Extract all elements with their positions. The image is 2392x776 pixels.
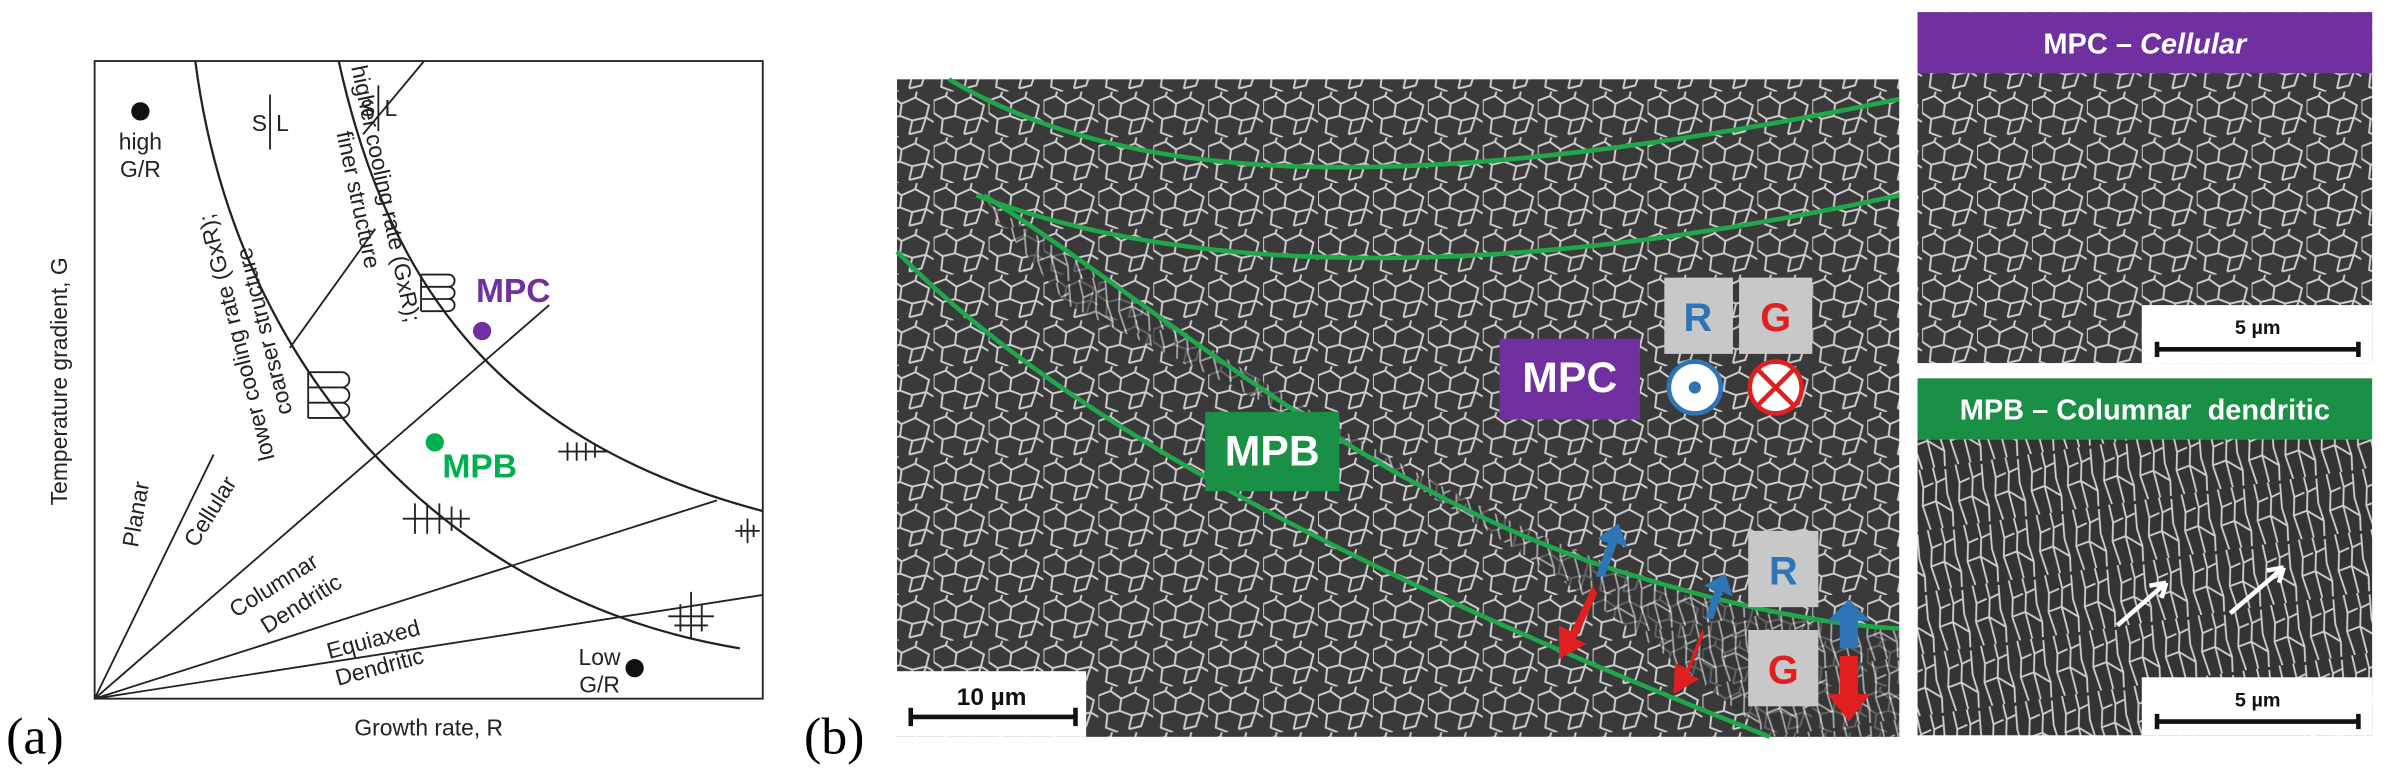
r-tag-text: R [1769, 549, 1798, 593]
panel-d: MPB – Columnar dendritic 5 µm [1917, 378, 2373, 736]
boundary [895, 250, 1771, 739]
panel-a: S L S L high G/R Low G/R lower cooling r… [6, 60, 764, 766]
melt-pool-boundaries [895, 77, 1900, 739]
low-gr-label: Low [579, 644, 621, 670]
equiaxed-glyph [735, 518, 760, 544]
g-arrow [1559, 585, 1598, 659]
region-line [93, 454, 215, 700]
g-tag [1739, 277, 1813, 354]
panel-label: (b) [804, 709, 864, 766]
mpc-tag-text: MPC [1522, 354, 1617, 402]
low-gr-label: G/R [579, 672, 620, 698]
solid-label: S [360, 95, 375, 121]
panel-label: (a) [6, 709, 64, 766]
boundary-curve [337, 60, 764, 513]
g-arrow [1827, 655, 1871, 722]
growth-arrow [2228, 565, 2286, 615]
region-label: Planar [117, 479, 154, 549]
g-tag-text: G [1760, 296, 1791, 340]
direction-arrows [1559, 523, 1871, 722]
panel-c: MPC – Cellular 5 µm [1917, 12, 2373, 364]
header-text-main: MPC – [2043, 28, 2140, 60]
dendrite-glyph [558, 442, 608, 461]
high-gr-dot [131, 102, 150, 121]
solid-label: S [252, 110, 267, 136]
scale-bar-box [897, 671, 1087, 737]
region-line [289, 228, 377, 349]
header-bar [1917, 12, 2373, 74]
g-tag [1748, 630, 1819, 707]
mpb-point [425, 433, 444, 452]
mpb-label: MPB [442, 448, 517, 485]
r-tag [1664, 277, 1733, 354]
scale-bar-text: 5 µm [2235, 317, 2281, 339]
liquid-label: L [276, 110, 289, 136]
boundary [982, 193, 1900, 631]
region-line [362, 60, 425, 135]
scale-bar-text: 10 µm [957, 684, 1027, 711]
r-tag [1748, 530, 1819, 608]
g-arrow [1673, 628, 1704, 695]
g-tag-text: G [1768, 648, 1799, 692]
columnar-band [976, 195, 1900, 737]
r-tag-text: R [1684, 296, 1713, 340]
region-line [94, 594, 763, 700]
header-text: MPC – Cellular [2043, 28, 2248, 60]
mpc-label: MPC [476, 273, 551, 310]
scale-bar-box [2141, 305, 2373, 364]
mpc-point [472, 321, 492, 341]
liquid-label: L [384, 95, 397, 121]
boundary [975, 193, 1900, 261]
dendrite-glyph [402, 503, 470, 534]
mpb-tag-text: MPB [1225, 427, 1320, 475]
scale-bar [2154, 341, 2361, 357]
cell-glyph [307, 371, 351, 419]
into-plane-cross [1755, 367, 1796, 408]
scale-bar [2154, 713, 2361, 730]
region-line [94, 499, 718, 700]
mpc-tag [1499, 338, 1640, 420]
boundary [947, 77, 1900, 170]
y-axis-label: Temperature gradient, G [46, 257, 72, 505]
header-bar [1917, 378, 2373, 440]
low-gr-dot [625, 658, 644, 678]
r-arrow [1703, 573, 1733, 620]
out-of-plane-dot [1688, 381, 1701, 394]
r-arrow [1595, 523, 1628, 577]
panel-b: MPC MPB R G R G 10 µm (b) [804, 77, 1900, 766]
cell-glyph [420, 273, 456, 313]
header-text-emphasis: Cellular [2140, 28, 2248, 60]
equiaxed-glyph [668, 591, 714, 638]
high-gr-label: high [119, 128, 162, 154]
x-axis-label: Growth rate, R [354, 714, 503, 740]
region-line [94, 304, 550, 700]
scale-bar-text: 5 µm [2235, 689, 2281, 711]
plot-frame [93, 60, 764, 700]
growth-arrow [2115, 580, 2169, 628]
scale-bar [908, 707, 1078, 727]
header-text: MPB – Columnar dendritic [1960, 395, 2330, 427]
r-arrow [1827, 599, 1871, 649]
mpb-tag [1205, 411, 1340, 492]
region-label: Cellular [178, 471, 241, 551]
high-gr-label: G/R [120, 156, 161, 182]
scale-bar-box [2141, 677, 2373, 736]
